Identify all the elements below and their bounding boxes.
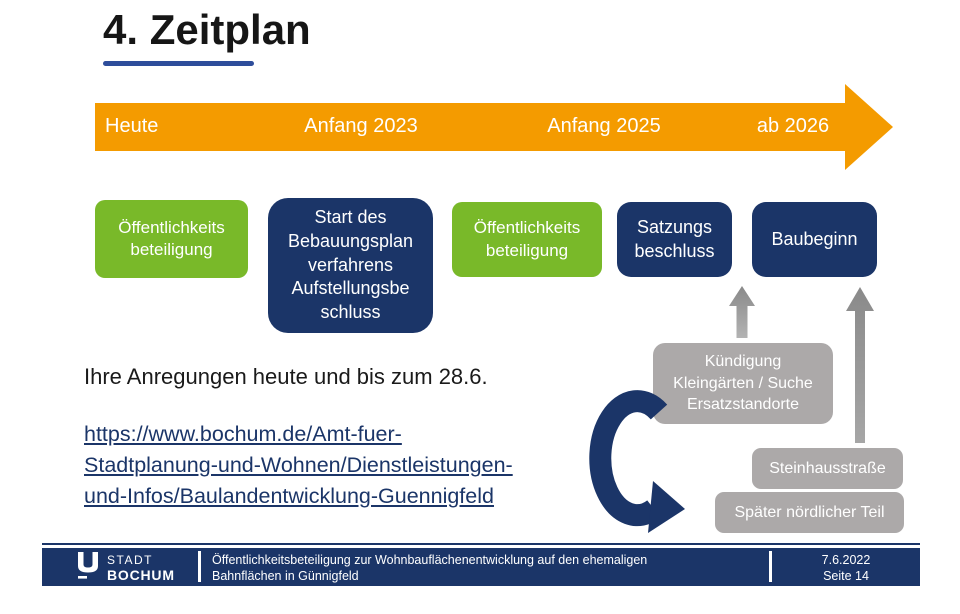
title-underline bbox=[103, 61, 254, 66]
footer-description: Öffentlichkeitsbeteiligung zur Wohnbaufl… bbox=[212, 553, 648, 583]
milestone-heute: Heute bbox=[105, 115, 159, 137]
arrow-up-short-icon bbox=[729, 286, 755, 338]
callout-kuendigung-kleingaerten: Kündigung Kleingärten / Suche Ersatzstan… bbox=[653, 343, 833, 424]
curved-arrow-icon bbox=[589, 390, 685, 533]
footer-date-page: 7.6.2022 Seite 14 bbox=[772, 552, 920, 584]
footer-date: 7.6.2022 bbox=[821, 553, 871, 567]
stage-box-satzungsbeschluss: Satzungs beschluss bbox=[617, 202, 732, 277]
stage-box-baubeginn: Baubeginn bbox=[752, 202, 877, 277]
stage-box-oeffentlichkeitsbeteiligung-1: Öffentlichkeits beteiligung bbox=[95, 200, 248, 278]
callout-spaeter-noerdlicher-teil: Später nördlicher Teil bbox=[715, 492, 904, 533]
timeline-arrow-bar bbox=[95, 103, 845, 151]
logo-text-bochum: BOCHUM bbox=[107, 567, 175, 583]
timeline-arrowhead bbox=[845, 84, 893, 170]
callout-steinhausstrasse: Steinhausstraße bbox=[752, 448, 903, 489]
stage-box-bebauungsplanverfahren: Start des Bebauungsplan verfahrens Aufst… bbox=[268, 198, 433, 333]
footer-bar bbox=[42, 548, 920, 586]
footer-page-number: Seite 14 bbox=[823, 569, 869, 583]
annotation-text: Ihre Anregungen heute und bis zum 28.6. bbox=[84, 364, 488, 389]
footer-divider-right bbox=[769, 551, 772, 582]
footer-top-line bbox=[42, 543, 920, 545]
footer-divider-left bbox=[198, 551, 201, 582]
bochum-book-icon bbox=[78, 552, 98, 579]
logo-text-stadt: STADT bbox=[107, 553, 153, 567]
milestone-anfang-2025: Anfang 2025 bbox=[547, 115, 661, 137]
milestone-anfang-2023: Anfang 2023 bbox=[304, 115, 418, 137]
page-title: 4. Zeitplan bbox=[103, 6, 311, 53]
arrow-up-long-icon bbox=[846, 287, 874, 443]
bochum-link[interactable]: https://www.bochum.de/Amt-fuer- Stadtpla… bbox=[84, 422, 513, 508]
stage-box-oeffentlichkeitsbeteiligung-2: Öffentlichkeits beteiligung bbox=[452, 202, 602, 277]
milestone-ab-2026: ab 2026 bbox=[756, 115, 830, 137]
stadt-bochum-logo: STADT BOCHUM bbox=[76, 551, 175, 582]
